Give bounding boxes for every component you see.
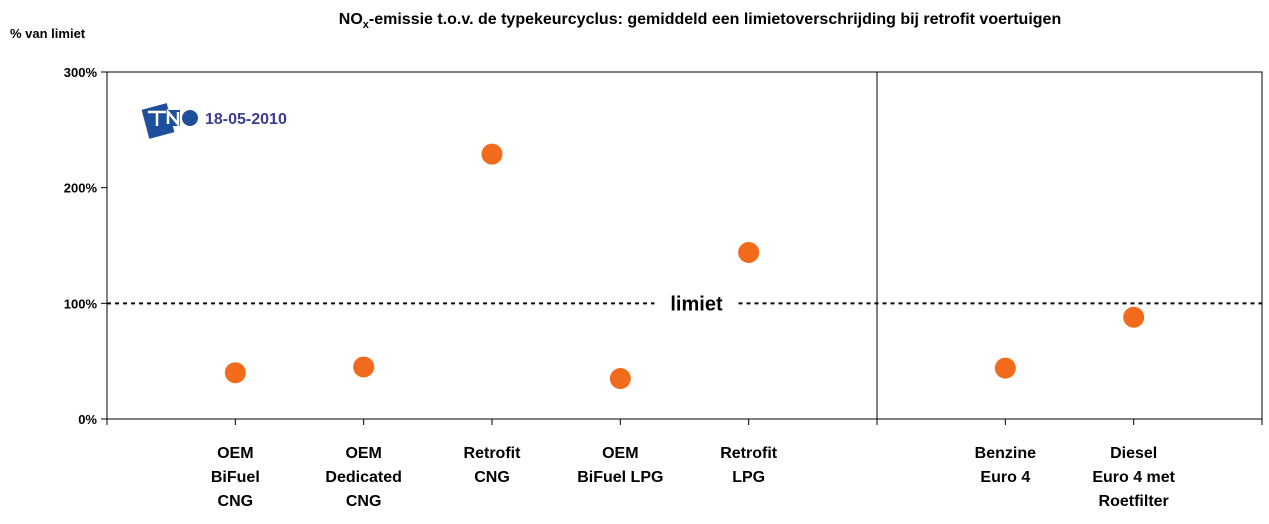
- y-tick-label: 0%: [78, 412, 97, 427]
- marker: [994, 357, 1016, 379]
- y-tick-label: 300%: [64, 65, 98, 80]
- x-tick-label: OEM: [345, 445, 381, 462]
- x-tick-label: Retrofit: [720, 445, 778, 462]
- x-tick-label: Euro 4 met: [1092, 469, 1175, 486]
- y-tick-label: 200%: [64, 181, 98, 196]
- title-part: -emissie t.o.v. de typekeurcyclus: gemid…: [369, 11, 1061, 28]
- marker: [224, 362, 246, 384]
- x-tick-label: CNG: [218, 493, 254, 510]
- x-tick-label: Diesel: [1110, 445, 1157, 462]
- title-part: NO: [339, 11, 363, 28]
- marker: [1123, 306, 1145, 328]
- marker: [609, 368, 631, 390]
- x-tick-label: OEM: [602, 445, 638, 462]
- logo: [141, 103, 198, 139]
- date-annotation: 18-05-2010: [205, 111, 287, 128]
- x-tick-label: CNG: [474, 469, 510, 486]
- x-tick-label: Euro 4: [980, 469, 1030, 486]
- y-axis-label: % van limiet: [10, 26, 86, 41]
- marker: [353, 356, 375, 378]
- marker: [481, 143, 503, 165]
- plot-frame: [106, 71, 1263, 420]
- reference-label: limiet: [670, 293, 723, 315]
- x-tick-label: Dedicated: [325, 469, 401, 486]
- chart-title: NOx-emissie t.o.v. de typekeurcyclus: ge…: [339, 11, 1061, 31]
- x-tick-label: Retrofit: [464, 445, 522, 462]
- x-tick-label: CNG: [346, 493, 382, 510]
- x-tick-label: Benzine: [975, 445, 1036, 462]
- x-tick-label: OEM: [217, 445, 253, 462]
- x-tick-label: Roetfilter: [1099, 493, 1169, 510]
- x-tick-label: BiFuel: [211, 469, 260, 486]
- marker: [738, 241, 760, 263]
- y-tick-label: 100%: [64, 296, 98, 311]
- x-tick-label: LPG: [732, 469, 765, 486]
- title-sub: x: [363, 19, 370, 31]
- x-tick-label: BiFuel LPG: [577, 469, 663, 486]
